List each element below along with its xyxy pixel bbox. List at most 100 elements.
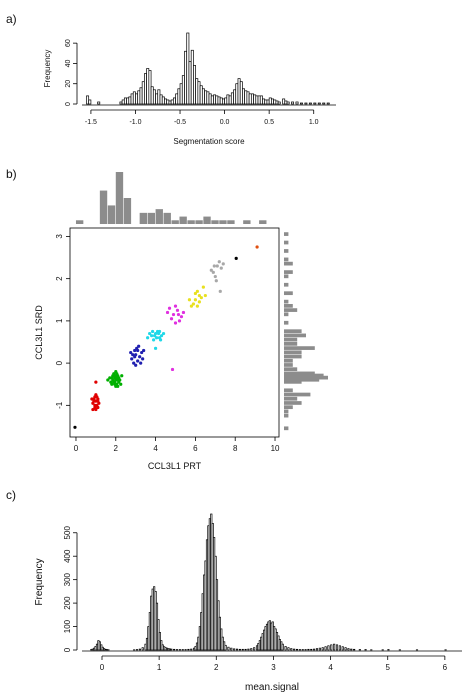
histogram-bar	[247, 648, 250, 651]
histogram-bar	[307, 648, 310, 651]
top-marginal-bar	[187, 220, 195, 224]
right-marginal-bar	[284, 291, 293, 296]
scatter-point	[179, 315, 184, 319]
right-marginal-bar	[284, 312, 289, 317]
scatter-point	[140, 350, 144, 355]
histogram-bar	[284, 646, 287, 651]
histogram-bar	[290, 648, 293, 651]
x-axis-title: CCL3L1 PRT	[148, 461, 202, 471]
scatter-point	[165, 310, 170, 315]
x-tick-label: -1.0	[129, 119, 141, 126]
right-marginal-bar	[284, 363, 293, 367]
scatter-point	[167, 306, 172, 310]
histogram-bar	[88, 99, 92, 105]
histogram-bar	[324, 646, 327, 651]
scatter-point	[129, 350, 133, 355]
histogram-bar	[321, 647, 324, 651]
x-tick-label: 4	[153, 444, 158, 453]
right-marginal-bar	[284, 240, 289, 245]
scatter-point	[213, 274, 217, 279]
scatter-point	[139, 361, 143, 365]
x-tick-label: 1.0	[309, 119, 319, 126]
histogram-bar	[187, 648, 190, 651]
right-marginal-bar	[284, 299, 289, 304]
top-marginal-bar	[171, 220, 179, 224]
scatter-point	[94, 407, 98, 412]
histogram-bar	[173, 648, 176, 651]
right-marginal-bar	[284, 380, 302, 384]
scatter-point	[191, 302, 196, 306]
scatter-point	[117, 376, 121, 380]
x-tick-label: 2	[114, 444, 119, 453]
scatter-point	[217, 260, 221, 264]
y-tick-label: 1	[55, 318, 64, 323]
histogram-bar	[224, 644, 227, 651]
scatter-point	[171, 312, 176, 317]
top-marginal-bar	[107, 205, 116, 224]
x-tick-label: 0	[100, 663, 105, 672]
y-tick-label: -1	[55, 401, 64, 409]
top-marginal-bar	[259, 220, 267, 224]
histogram-bar	[281, 643, 284, 651]
histogram-bar	[250, 648, 253, 651]
scatter-point	[114, 369, 118, 374]
top-marginal-bar	[155, 209, 163, 224]
histogram-bar	[286, 101, 290, 105]
panel-b-label: b)	[6, 167, 17, 181]
histogram-bar	[291, 101, 295, 105]
right-marginal-bar	[284, 367, 298, 372]
scatter-point	[131, 353, 135, 357]
histogram-bar	[353, 648, 356, 651]
scatter-point	[73, 425, 77, 429]
x-tick-label: 2	[214, 663, 219, 672]
x-tick-label: 1	[157, 663, 162, 672]
scatter-point	[157, 329, 162, 334]
scatter-point	[195, 304, 199, 308]
histogram-segmentation-score: -1.5 -1.0 -0.5 0.0 0.5 1.0 0 20 40 60 Segmentation…	[43, 32, 336, 146]
histogram-bar	[244, 648, 247, 651]
panel-a-label: a)	[6, 12, 17, 26]
scatter-point	[195, 289, 199, 293]
scatter-point	[116, 384, 120, 388]
top-marginal-bar	[99, 190, 108, 224]
scatter-point	[154, 336, 159, 340]
histogram-bar	[310, 648, 313, 651]
histogram-bar	[326, 102, 330, 105]
histogram-bar	[308, 102, 312, 105]
right-marginal-bar	[284, 413, 289, 418]
scatter-point	[189, 304, 194, 308]
scatter-point	[152, 334, 157, 338]
scatter-point	[150, 334, 154, 338]
scatter-point	[132, 361, 136, 365]
histogram-bar	[277, 101, 281, 105]
histogram-bar	[333, 643, 336, 651]
x-tick-label: -1.5	[85, 119, 97, 126]
scatter-point	[146, 336, 150, 340]
plot-frame	[69, 227, 280, 438]
right-marginal-bar	[284, 373, 324, 378]
histogram-bar	[304, 102, 308, 105]
right-marginal-bar	[284, 388, 293, 393]
scatter-point	[177, 319, 182, 323]
right-marginal-bar	[284, 249, 289, 253]
top-marginal-bar	[123, 198, 132, 224]
right-marginal-bar	[284, 329, 302, 334]
y-axis-title: Frequency	[43, 50, 52, 88]
y-tick-label: 20	[65, 80, 72, 88]
right-marginal-bar	[284, 392, 311, 397]
histogram-bar	[230, 647, 233, 651]
right-marginal-bar	[284, 371, 315, 376]
scatter-point	[219, 266, 223, 270]
scatter-point	[111, 378, 115, 382]
scatter-point	[142, 348, 146, 353]
y-tick-label: 300	[63, 572, 72, 586]
top-marginal-bar	[203, 216, 211, 224]
y-tick-label: 0	[65, 102, 72, 106]
scatter-point	[193, 298, 197, 302]
scatter-point	[120, 374, 124, 378]
scatter-point	[138, 355, 142, 359]
scatter-point	[203, 293, 207, 298]
scatter-point	[211, 270, 215, 274]
scatter-point	[209, 268, 213, 272]
